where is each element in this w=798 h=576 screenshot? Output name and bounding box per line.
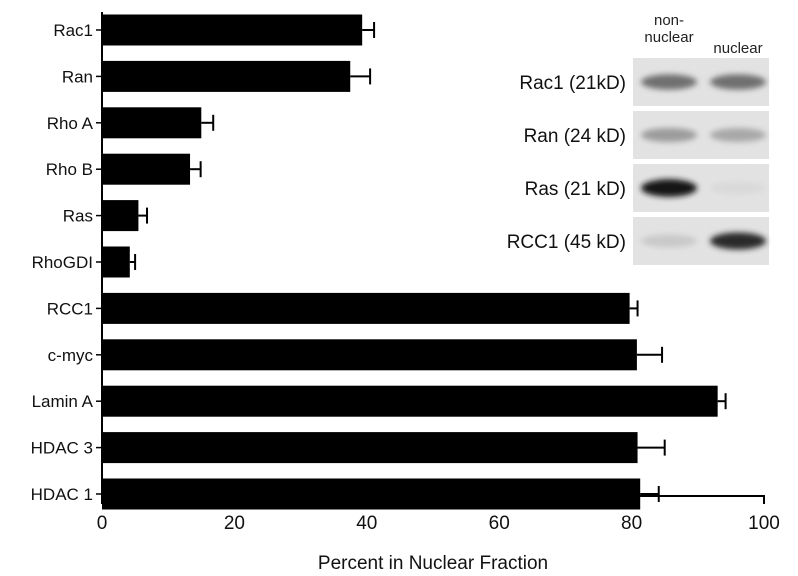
error-bar bbox=[717, 393, 727, 410]
category-label: c-myc bbox=[48, 346, 94, 365]
error-bar bbox=[190, 161, 202, 178]
band-nuclear bbox=[710, 232, 766, 250]
bar bbox=[102, 107, 202, 139]
category-label: Ras bbox=[63, 207, 93, 226]
error-bar bbox=[637, 439, 666, 456]
blot-panel bbox=[633, 111, 769, 159]
x-tick-label: 80 bbox=[621, 513, 642, 534]
error-bar bbox=[201, 114, 215, 131]
category-label: HDAC 3 bbox=[31, 439, 93, 458]
blot-panel bbox=[633, 217, 769, 265]
error-bar bbox=[129, 254, 137, 270]
error-bar bbox=[636, 346, 664, 363]
blot-label: Rac1 (21kD) bbox=[519, 73, 626, 94]
bar bbox=[102, 246, 130, 278]
bar bbox=[102, 292, 630, 324]
inset-column-header-nuclear: nuclear bbox=[713, 40, 762, 57]
western-blot-inset: non-nuclear nuclear Rac1 (21kD) Ran (24 kD)… bbox=[507, 12, 769, 265]
error-bar bbox=[640, 486, 660, 502]
category-label: HDAC 1 bbox=[31, 485, 93, 504]
band-nonnuclear bbox=[641, 234, 697, 248]
bar bbox=[102, 339, 637, 371]
bar bbox=[102, 478, 641, 510]
band-nuclear bbox=[710, 181, 766, 195]
band-nuclear bbox=[710, 74, 766, 90]
x-tick-label: 20 bbox=[224, 513, 245, 534]
bar bbox=[102, 432, 638, 464]
band-nuclear bbox=[710, 128, 766, 142]
bar bbox=[102, 153, 191, 185]
bar bbox=[102, 14, 363, 46]
bar bbox=[102, 385, 718, 417]
inset-column-header-nonnuclear: non-nuclear bbox=[644, 12, 693, 46]
blot-label: Ran (24 kD) bbox=[524, 126, 626, 147]
x-tick-label: 60 bbox=[489, 513, 510, 534]
x-tick-label: 0 bbox=[97, 513, 108, 534]
error-bar bbox=[350, 68, 372, 85]
category-label: RCC1 bbox=[47, 299, 93, 318]
x-tick-label: 100 bbox=[748, 513, 780, 534]
category-label: Lamin A bbox=[32, 392, 94, 411]
bar bbox=[102, 60, 351, 92]
blot-label: Ras (21 kD) bbox=[525, 179, 626, 200]
blot-panel bbox=[633, 58, 769, 106]
category-label: Rho A bbox=[47, 114, 94, 133]
category-label: RhoGDI bbox=[32, 253, 93, 272]
error-bar bbox=[362, 22, 376, 38]
error-bar bbox=[138, 207, 149, 224]
blot-label: RCC1 (45 kD) bbox=[507, 232, 626, 253]
band-nonnuclear bbox=[641, 127, 697, 143]
bars bbox=[102, 14, 727, 510]
category-labels: Rac1 Ran Rho A Rho B Ras RhoGDI RCC1 c-myc Lamin… bbox=[31, 21, 94, 504]
band-nonnuclear bbox=[641, 179, 697, 197]
band-nonnuclear bbox=[641, 74, 697, 90]
category-label: Rho B bbox=[46, 160, 93, 179]
blot-panel bbox=[633, 164, 769, 212]
category-label: Ran bbox=[62, 67, 93, 86]
x-tick-label: 40 bbox=[356, 513, 377, 534]
bar bbox=[102, 200, 139, 232]
error-bar bbox=[629, 300, 639, 317]
x-axis-title: Percent in Nuclear Fraction bbox=[318, 553, 548, 574]
category-label: Rac1 bbox=[53, 21, 93, 40]
